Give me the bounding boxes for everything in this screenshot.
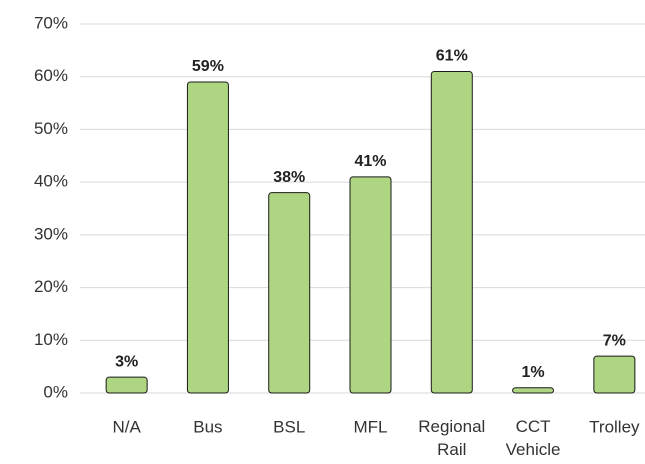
value-label: 41%	[354, 153, 386, 170]
x-tick-label: Regional Rail	[418, 417, 485, 459]
y-tick-label: 20%	[34, 277, 68, 296]
value-label: 1%	[522, 364, 545, 381]
value-label: 3%	[115, 353, 138, 370]
bar	[430, 70, 473, 394]
value-label: 59%	[192, 58, 224, 75]
y-tick-label: 60%	[34, 66, 68, 85]
bar	[268, 192, 311, 394]
value-label: 7%	[603, 332, 626, 349]
value-label: 61%	[436, 48, 468, 65]
x-tick-label: Trolley	[589, 417, 640, 436]
x-tick-label: Bus	[193, 417, 222, 436]
bar	[512, 387, 555, 394]
y-tick-label: 0%	[43, 382, 68, 401]
x-tick-label: BSL	[273, 417, 305, 436]
y-tick-label: 10%	[34, 330, 68, 349]
y-tick-label: 40%	[34, 172, 68, 191]
y-tick-label: 30%	[34, 224, 68, 243]
y-tick-label: 70%	[34, 13, 68, 32]
bar	[186, 81, 229, 394]
bar	[349, 176, 392, 394]
bar	[593, 355, 636, 394]
y-tick-label: 50%	[34, 119, 68, 138]
bar	[105, 376, 148, 394]
value-label: 38%	[273, 169, 305, 186]
x-tick-label: N/A	[112, 417, 141, 436]
x-tick-label: CCT Vehicle	[506, 417, 561, 459]
x-tick-label: MFL	[354, 417, 388, 436]
